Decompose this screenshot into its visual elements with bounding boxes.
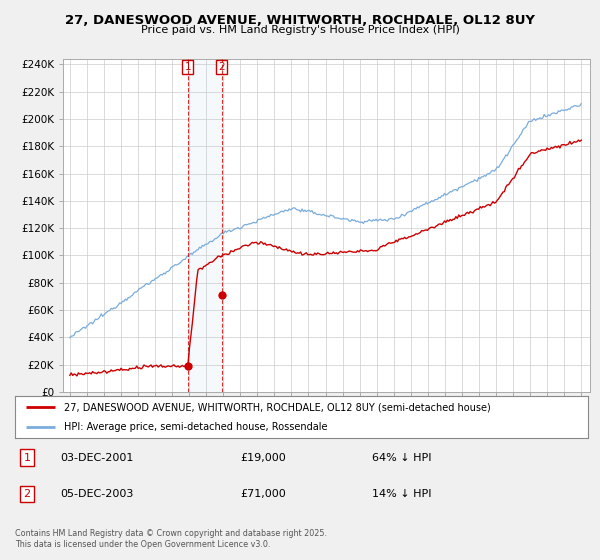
Text: 64% ↓ HPI: 64% ↓ HPI: [372, 452, 431, 463]
Text: 05-DEC-2003: 05-DEC-2003: [60, 489, 133, 499]
Text: £71,000: £71,000: [240, 489, 286, 499]
Text: 27, DANESWOOD AVENUE, WHITWORTH, ROCHDALE, OL12 8UY: 27, DANESWOOD AVENUE, WHITWORTH, ROCHDAL…: [65, 14, 535, 27]
Text: 03-DEC-2001: 03-DEC-2001: [60, 452, 133, 463]
Text: 1: 1: [23, 452, 31, 463]
Text: 14% ↓ HPI: 14% ↓ HPI: [372, 489, 431, 499]
Text: 27, DANESWOOD AVENUE, WHITWORTH, ROCHDALE, OL12 8UY (semi-detached house): 27, DANESWOOD AVENUE, WHITWORTH, ROCHDAL…: [64, 402, 490, 412]
Bar: [188, 59, 222, 392]
Text: 1: 1: [184, 62, 191, 72]
Text: HPI: Average price, semi-detached house, Rossendale: HPI: Average price, semi-detached house,…: [64, 422, 327, 432]
Text: 2: 2: [218, 62, 225, 72]
Text: £19,000: £19,000: [240, 452, 286, 463]
Text: Contains HM Land Registry data © Crown copyright and database right 2025.
This d: Contains HM Land Registry data © Crown c…: [15, 529, 327, 549]
Text: Price paid vs. HM Land Registry's House Price Index (HPI): Price paid vs. HM Land Registry's House …: [140, 25, 460, 35]
Text: 2: 2: [23, 489, 31, 499]
